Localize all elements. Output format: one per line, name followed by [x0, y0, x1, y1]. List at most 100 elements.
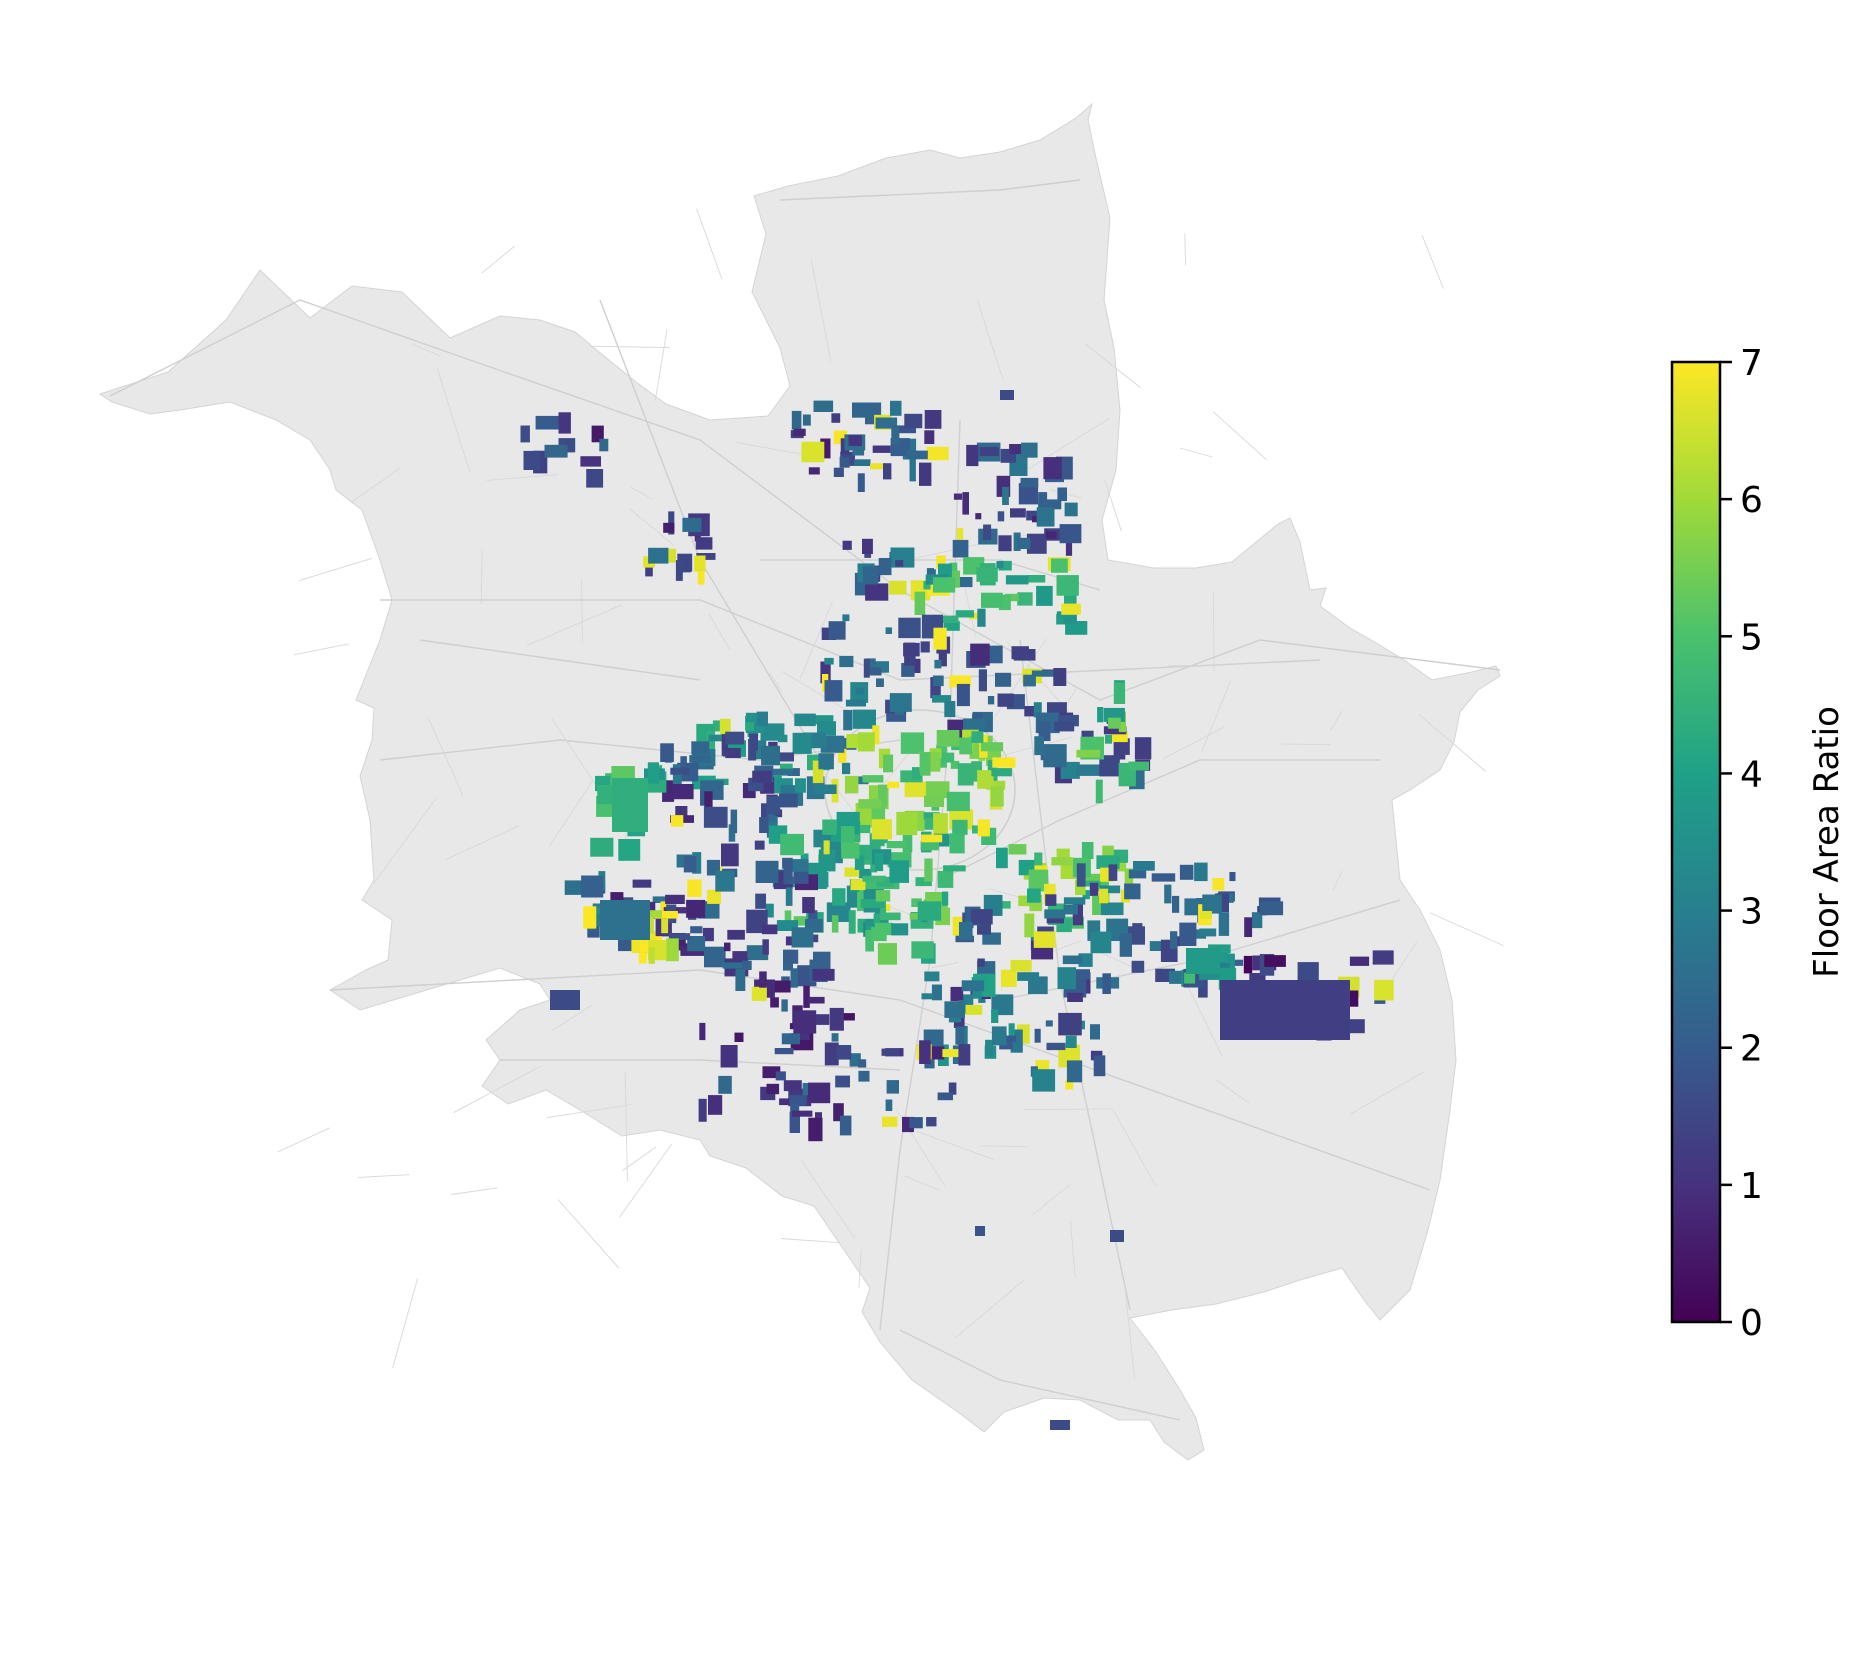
- parcel: [852, 402, 876, 418]
- parcel: [1031, 670, 1056, 677]
- parcel: [535, 415, 559, 430]
- street: [1430, 912, 1504, 947]
- parcel: [882, 1116, 898, 1127]
- parcel: [904, 413, 923, 429]
- parcel: [862, 566, 879, 585]
- parcel: [1149, 941, 1169, 951]
- parcel: [1076, 749, 1100, 758]
- parcel: [969, 612, 984, 620]
- parcel: [1184, 972, 1196, 984]
- parcel: [983, 524, 992, 540]
- parcel: [923, 581, 931, 590]
- parcel: [689, 755, 711, 763]
- parcel: [745, 715, 754, 731]
- parcel: [783, 861, 793, 885]
- street: [628, 508, 675, 546]
- parcel: [833, 1103, 844, 1122]
- parcel: [932, 675, 944, 687]
- parcel: [1090, 931, 1112, 954]
- parcel: [707, 889, 721, 904]
- street: [1028, 418, 1110, 470]
- parcel: [670, 767, 690, 775]
- parcel: [1081, 842, 1094, 859]
- parcel: [1028, 869, 1049, 892]
- street: [954, 1279, 1025, 1339]
- parcel: [762, 924, 778, 935]
- parcel: [1200, 911, 1212, 919]
- parcel: [862, 875, 886, 882]
- parcel: [871, 819, 892, 840]
- street: [769, 672, 782, 692]
- parcel: [926, 446, 949, 461]
- parcel: [992, 757, 1016, 768]
- parcel: [874, 852, 884, 872]
- parcel: [917, 901, 942, 921]
- colorbar-tick-label: 2: [1740, 1029, 1763, 1070]
- parcel: [970, 909, 993, 925]
- parcel: [762, 1066, 781, 1079]
- parcel: [855, 687, 865, 695]
- parcel: [1021, 442, 1038, 458]
- parcel: [734, 1032, 744, 1042]
- parcel: [742, 960, 752, 970]
- parcel: [1218, 912, 1230, 936]
- parcel: [1099, 885, 1121, 894]
- parcel: [1056, 575, 1079, 596]
- floor-area-ratio-map: [98, 102, 1504, 1461]
- parcel: [936, 555, 946, 569]
- parcel: [1133, 861, 1155, 871]
- parcel: [849, 1053, 861, 1067]
- parcel: [846, 734, 859, 749]
- parcel: [1099, 888, 1109, 904]
- parcel: [665, 894, 685, 904]
- parcel: [520, 425, 530, 443]
- parcel: [936, 730, 960, 747]
- parcel: [871, 927, 887, 942]
- parcel: [872, 725, 880, 745]
- street: [427, 717, 464, 796]
- street: [1070, 1221, 1076, 1279]
- street: [904, 1175, 940, 1191]
- parcel: [952, 539, 969, 558]
- parcel: [680, 756, 687, 775]
- parcel: [600, 900, 650, 940]
- parcel: [890, 400, 902, 416]
- parcel: [1044, 883, 1056, 904]
- parcel: [1043, 457, 1062, 480]
- parcel: [878, 558, 892, 576]
- parcel: [901, 663, 915, 677]
- parcel: [987, 696, 995, 705]
- parcel: [708, 734, 728, 742]
- parcel: [891, 426, 900, 445]
- parcel: [959, 737, 973, 755]
- parcel: [735, 968, 746, 991]
- parcel: [920, 641, 930, 653]
- parcel: [933, 627, 947, 650]
- parcel: [1006, 1035, 1017, 1043]
- street: [1032, 1184, 1070, 1216]
- colorbar: 0 1 2 3 4 5 6 7 Floor Area Ratio: [1670, 343, 1847, 1344]
- parcel: [1017, 537, 1031, 549]
- parcel: [1008, 1023, 1015, 1043]
- parcel: [1043, 744, 1067, 768]
- parcel: [889, 693, 912, 712]
- parcel: [833, 467, 844, 477]
- parcel: [793, 1010, 817, 1034]
- parcel: [835, 1075, 850, 1088]
- parcel: [785, 887, 793, 906]
- parcel: [843, 709, 853, 731]
- parcel: [766, 1083, 780, 1095]
- street: [350, 467, 401, 503]
- parcel: [583, 906, 597, 929]
- parcel: [919, 752, 931, 776]
- parcel: [686, 899, 706, 918]
- parcel: [854, 459, 871, 466]
- street: [486, 474, 559, 481]
- parcel: [959, 922, 973, 940]
- parcel: [937, 1092, 953, 1101]
- street: [453, 1065, 541, 1114]
- parcel: [950, 986, 964, 1002]
- parcel: [902, 831, 913, 853]
- parcel: [921, 993, 934, 1000]
- parcel: [909, 913, 918, 920]
